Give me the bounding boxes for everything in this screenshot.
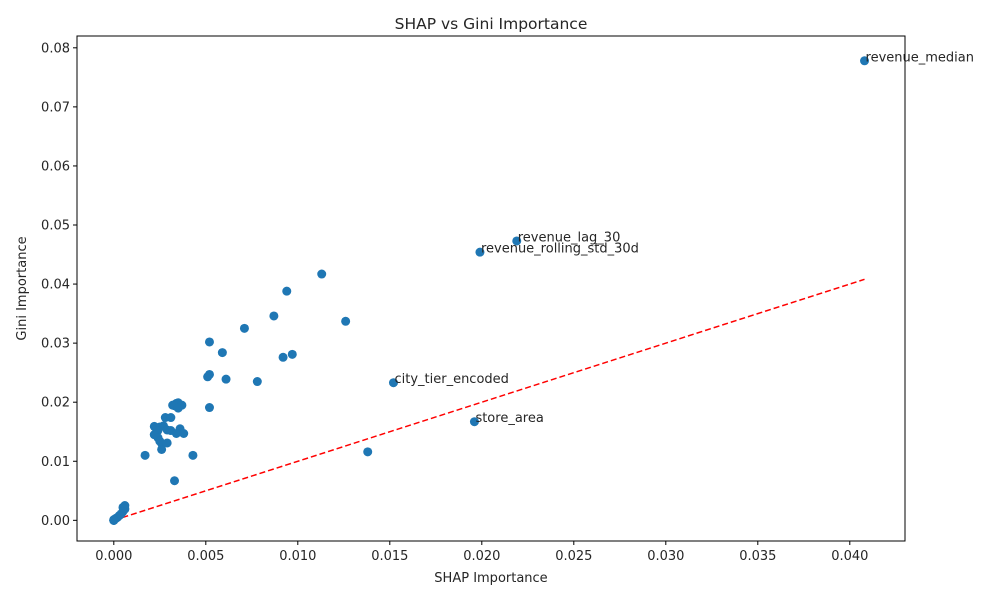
x-tick-label: 0.025	[555, 549, 592, 564]
reference-line	[113, 278, 865, 522]
x-tick-label: 0.005	[187, 549, 224, 564]
y-tick-label: 0.08	[41, 41, 70, 56]
point-label: store_area	[475, 411, 543, 426]
y-tick-label: 0.06	[41, 159, 70, 174]
x-axis-title: SHAP Importance	[434, 571, 547, 586]
data-point	[282, 286, 292, 296]
data-point	[287, 349, 297, 359]
y-tick-label: 0.00	[41, 514, 70, 529]
data-point	[239, 323, 249, 333]
data-point	[363, 447, 373, 457]
data-point	[269, 311, 279, 321]
y-tick-label: 0.02	[41, 396, 70, 411]
x-tick-label: 0.040	[831, 549, 868, 564]
data-point	[162, 438, 172, 448]
data-point	[179, 429, 189, 439]
y-tick-label: 0.01	[41, 455, 70, 470]
data-point	[203, 372, 213, 382]
point-label: revenue_lag_30	[518, 230, 621, 245]
data-point	[512, 236, 522, 246]
plot-frame	[76, 35, 906, 542]
data-points	[109, 56, 870, 525]
y-tick-label: 0.05	[41, 219, 70, 234]
x-tick-label: 0.000	[95, 549, 132, 564]
data-point	[188, 450, 198, 460]
data-point	[170, 476, 180, 486]
data-point	[860, 56, 870, 66]
data-point	[109, 515, 119, 525]
y-tick-label: 0.07	[41, 100, 70, 115]
x-tick-label: 0.010	[279, 549, 316, 564]
data-point	[317, 269, 327, 279]
data-point	[204, 403, 214, 413]
data-point	[252, 377, 262, 387]
point-annotations: revenue_median revenue_lag_30revenue_roll…	[394, 50, 974, 426]
data-point	[278, 352, 288, 362]
x-tick-label: 0.020	[463, 549, 500, 564]
x-tick-label: 0.030	[647, 549, 684, 564]
data-point	[469, 417, 479, 427]
point-label: revenue_median	[866, 50, 974, 65]
point-label: revenue_rolling_std_30d	[481, 242, 639, 257]
data-point	[341, 316, 351, 326]
data-point	[388, 378, 398, 388]
data-point	[171, 429, 181, 439]
data-point	[221, 374, 231, 384]
data-point	[475, 247, 485, 257]
y-tick-label: 0.04	[41, 278, 70, 293]
chart-title: SHAP vs Gini Importance	[395, 15, 588, 33]
data-point	[217, 348, 227, 358]
y-axis: 0.00 0.01 0.02 0.03 0.04 0.05 0.06 0.07 0.08	[41, 41, 77, 529]
data-point	[157, 444, 167, 454]
x-axis: 0.000 0.005 0.010 0.015 0.020 0.025 0.030 0.035…	[95, 541, 868, 564]
data-point	[166, 413, 176, 423]
y-axis-title: Gini Importance	[15, 236, 30, 340]
point-label: city_tier_encoded	[394, 372, 508, 387]
data-point	[173, 403, 183, 413]
data-point	[140, 450, 150, 460]
data-point	[204, 337, 214, 347]
y-tick-label: 0.03	[41, 337, 70, 352]
x-tick-label: 0.035	[739, 549, 776, 564]
x-tick-label: 0.015	[371, 549, 408, 564]
